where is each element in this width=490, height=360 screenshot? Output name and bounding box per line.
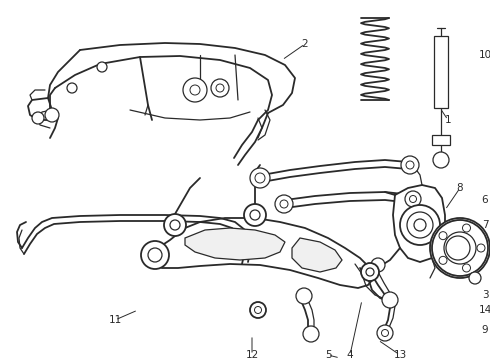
Circle shape	[410, 195, 416, 202]
Circle shape	[148, 248, 162, 262]
Circle shape	[303, 326, 319, 342]
Text: 2: 2	[302, 39, 308, 49]
Polygon shape	[185, 228, 285, 260]
Circle shape	[439, 256, 447, 264]
Circle shape	[447, 235, 473, 261]
Circle shape	[439, 231, 447, 240]
Circle shape	[446, 236, 470, 260]
Circle shape	[382, 292, 398, 308]
Circle shape	[430, 218, 490, 278]
Circle shape	[211, 79, 229, 97]
Circle shape	[45, 108, 59, 122]
Circle shape	[97, 62, 107, 72]
Circle shape	[405, 191, 421, 207]
Bar	[434, 36, 448, 108]
Circle shape	[407, 212, 433, 238]
Text: 9: 9	[482, 325, 489, 335]
Circle shape	[406, 161, 414, 169]
Circle shape	[438, 226, 482, 270]
Circle shape	[432, 220, 488, 276]
Text: 13: 13	[393, 350, 407, 360]
Text: 1: 1	[445, 115, 451, 125]
Circle shape	[183, 78, 207, 102]
Circle shape	[141, 241, 169, 269]
Circle shape	[366, 268, 374, 276]
Text: 10: 10	[478, 50, 490, 60]
Circle shape	[164, 214, 186, 236]
Circle shape	[244, 204, 266, 226]
Polygon shape	[292, 238, 342, 272]
Circle shape	[254, 306, 262, 314]
Text: 11: 11	[108, 315, 122, 325]
Text: 3: 3	[482, 290, 489, 300]
Circle shape	[400, 205, 440, 245]
Circle shape	[190, 85, 200, 95]
Circle shape	[453, 241, 467, 255]
Circle shape	[280, 200, 288, 208]
Circle shape	[170, 220, 180, 230]
Circle shape	[463, 264, 470, 272]
Circle shape	[377, 325, 393, 341]
Bar	[432, 135, 450, 145]
Circle shape	[469, 272, 481, 284]
Polygon shape	[393, 185, 445, 262]
Circle shape	[477, 244, 485, 252]
Circle shape	[250, 210, 260, 220]
Text: 6: 6	[482, 195, 489, 205]
Circle shape	[296, 288, 312, 304]
Circle shape	[414, 219, 426, 231]
Circle shape	[216, 84, 224, 92]
Text: 14: 14	[478, 305, 490, 315]
Circle shape	[32, 112, 44, 124]
Circle shape	[371, 258, 385, 272]
Text: 4: 4	[347, 350, 353, 360]
Text: 7: 7	[482, 220, 489, 230]
Circle shape	[275, 195, 293, 213]
Polygon shape	[150, 218, 374, 288]
Text: 12: 12	[245, 350, 259, 360]
Circle shape	[433, 152, 449, 168]
Circle shape	[255, 173, 265, 183]
Circle shape	[250, 168, 270, 188]
Circle shape	[67, 83, 77, 93]
Circle shape	[444, 232, 476, 264]
Circle shape	[250, 302, 266, 318]
Circle shape	[463, 224, 470, 232]
Circle shape	[361, 263, 379, 281]
Text: 5: 5	[325, 350, 331, 360]
Circle shape	[382, 329, 389, 337]
Text: 8: 8	[457, 183, 464, 193]
Circle shape	[401, 156, 419, 174]
